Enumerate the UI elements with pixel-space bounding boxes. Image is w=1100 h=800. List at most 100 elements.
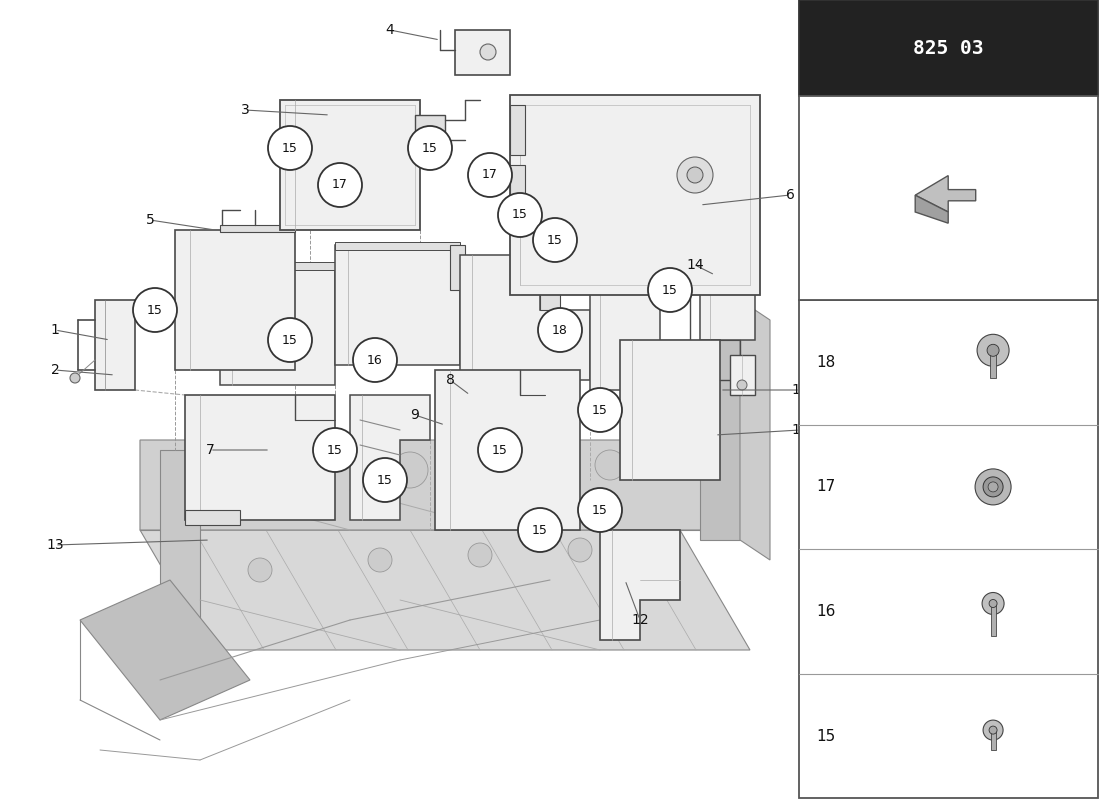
Text: 15: 15 — [592, 503, 608, 517]
Polygon shape — [80, 580, 250, 720]
Circle shape — [982, 593, 1004, 614]
Circle shape — [392, 452, 428, 488]
Text: 15: 15 — [327, 443, 343, 457]
Polygon shape — [460, 255, 590, 380]
Text: 18: 18 — [552, 323, 568, 337]
Text: 15: 15 — [377, 474, 393, 486]
Circle shape — [568, 538, 592, 562]
Circle shape — [363, 458, 407, 502]
Circle shape — [408, 126, 452, 170]
Text: 15: 15 — [532, 523, 548, 537]
Polygon shape — [185, 510, 240, 525]
Circle shape — [975, 469, 1011, 505]
Text: 15: 15 — [492, 443, 508, 457]
Circle shape — [212, 472, 248, 508]
Text: 5: 5 — [145, 213, 154, 227]
Polygon shape — [415, 115, 446, 145]
Bar — [991, 730, 996, 750]
Text: 12: 12 — [631, 613, 649, 627]
Polygon shape — [140, 440, 750, 530]
Polygon shape — [220, 225, 295, 232]
Polygon shape — [185, 395, 336, 520]
Circle shape — [989, 726, 997, 734]
Polygon shape — [455, 30, 510, 75]
Polygon shape — [680, 440, 750, 530]
Polygon shape — [740, 300, 770, 560]
Circle shape — [578, 488, 621, 532]
Text: 15: 15 — [662, 283, 678, 297]
Polygon shape — [915, 176, 976, 212]
Text: 17: 17 — [332, 178, 348, 191]
Text: 16: 16 — [816, 604, 836, 619]
Text: 15: 15 — [147, 303, 163, 317]
Text: 17: 17 — [482, 169, 498, 182]
Circle shape — [480, 44, 496, 60]
Text: 6: 6 — [785, 188, 794, 202]
Circle shape — [595, 450, 625, 480]
Circle shape — [518, 508, 562, 552]
Text: 9: 9 — [410, 408, 419, 422]
Polygon shape — [590, 290, 660, 390]
Polygon shape — [220, 265, 336, 385]
Circle shape — [70, 373, 80, 383]
Circle shape — [983, 477, 1003, 497]
Text: 3: 3 — [241, 103, 250, 117]
Circle shape — [353, 338, 397, 382]
Text: 1: 1 — [51, 323, 59, 337]
Circle shape — [538, 308, 582, 352]
Text: 7: 7 — [206, 443, 214, 457]
Circle shape — [983, 720, 1003, 740]
Circle shape — [314, 428, 358, 472]
Text: 17: 17 — [816, 479, 836, 494]
Polygon shape — [160, 450, 200, 700]
Polygon shape — [510, 165, 525, 215]
Circle shape — [133, 288, 177, 332]
Text: 15: 15 — [422, 142, 438, 154]
Polygon shape — [95, 300, 135, 390]
Polygon shape — [280, 100, 420, 230]
Polygon shape — [140, 440, 200, 530]
Circle shape — [468, 153, 512, 197]
Circle shape — [498, 193, 542, 237]
Circle shape — [989, 599, 997, 607]
Polygon shape — [175, 230, 295, 370]
Bar — [799, 0, 1098, 96]
Polygon shape — [730, 355, 755, 395]
Polygon shape — [450, 245, 465, 290]
Circle shape — [578, 388, 621, 432]
Circle shape — [268, 318, 312, 362]
Bar — [799, 96, 1098, 300]
Polygon shape — [510, 95, 760, 295]
Text: 10: 10 — [791, 423, 808, 437]
Text: 15: 15 — [513, 209, 528, 222]
Text: 15: 15 — [592, 403, 608, 417]
Text: 14: 14 — [686, 258, 704, 272]
Circle shape — [248, 558, 272, 582]
Circle shape — [987, 344, 999, 356]
Polygon shape — [220, 262, 336, 270]
Circle shape — [495, 455, 525, 485]
Polygon shape — [700, 300, 740, 540]
Bar — [991, 603, 996, 635]
Polygon shape — [700, 255, 755, 340]
Text: 15: 15 — [547, 234, 563, 246]
Text: 18: 18 — [816, 355, 836, 370]
Circle shape — [295, 465, 324, 495]
Circle shape — [648, 268, 692, 312]
Circle shape — [737, 380, 747, 390]
Bar — [990, 350, 997, 378]
Text: 15: 15 — [282, 142, 298, 154]
Text: 8: 8 — [446, 373, 454, 387]
Circle shape — [988, 482, 998, 492]
Polygon shape — [140, 530, 750, 650]
Text: 15: 15 — [816, 729, 836, 743]
Circle shape — [688, 167, 703, 183]
Text: 11: 11 — [791, 383, 808, 397]
Circle shape — [534, 218, 578, 262]
Polygon shape — [350, 395, 430, 520]
Polygon shape — [540, 280, 560, 310]
Circle shape — [318, 163, 362, 207]
Bar — [799, 300, 1098, 798]
Polygon shape — [434, 370, 580, 530]
Polygon shape — [336, 242, 460, 250]
